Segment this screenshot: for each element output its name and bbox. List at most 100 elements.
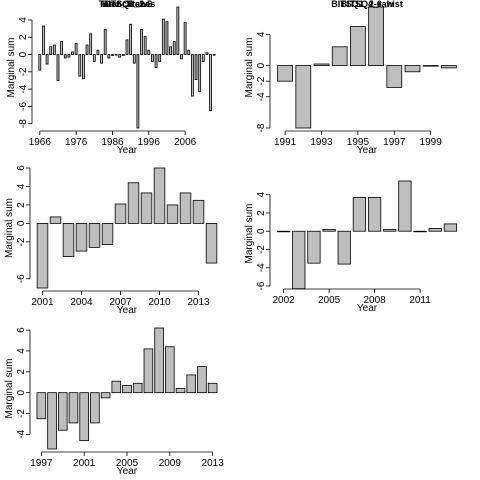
y-axis-label: Marginal sum — [244, 37, 255, 97]
x-axis-label: Year — [117, 145, 138, 156]
x-tick-label: 1996 — [138, 137, 161, 148]
y-tick-label: -8 — [18, 119, 29, 128]
panel-title: Den_Trawl — [104, 0, 149, 9]
x-tick-label: 2009 — [159, 458, 182, 469]
bar-1970 — [52, 44, 56, 55]
bar-2009 — [140, 192, 153, 224]
bar-2005 — [322, 228, 336, 232]
y-tick-label: 2 — [16, 202, 27, 208]
bar-1978 — [82, 54, 85, 80]
bar-1994 — [140, 29, 143, 55]
y-tick-label: 0 — [256, 62, 267, 68]
y-axis-label: Marginal sum — [4, 198, 15, 258]
bar-2014 — [205, 222, 218, 264]
x-tick-label: 2001 — [31, 297, 54, 308]
bar-2003 — [292, 230, 306, 290]
bar-1992 — [295, 65, 312, 129]
x-tick-label: 1999 — [420, 137, 443, 148]
bar-1987 — [114, 54, 118, 56]
bar-1997 — [386, 65, 403, 88]
bar-2004 — [307, 230, 321, 264]
y-tick-label: 2 — [18, 34, 29, 40]
y-tick-label: -2 — [16, 409, 27, 418]
bar-2007 — [187, 49, 191, 55]
bar-2011 — [201, 54, 205, 62]
y-tick-label: -2 — [16, 237, 27, 246]
x-tick-label: 1993 — [310, 137, 333, 148]
bar-2003 — [62, 222, 75, 258]
y-tick-label: -4 — [18, 84, 29, 93]
x-tick-label: 1997 — [30, 458, 53, 469]
x-tick-label: 1995 — [347, 137, 370, 148]
bar-2013 — [207, 382, 218, 394]
bar-2002 — [169, 46, 172, 55]
bar-1972 — [60, 41, 64, 55]
panel-title: BITSQ1_2-6_hist — [331, 0, 403, 9]
bar-1998 — [404, 65, 421, 73]
bar-2010 — [175, 388, 186, 394]
bar-2006 — [183, 22, 187, 55]
bar-1967 — [42, 25, 45, 55]
bar-1988 — [118, 54, 122, 58]
y-tick-label: 4 — [256, 31, 267, 37]
bar-2004 — [75, 222, 88, 252]
bar-2010 — [398, 180, 412, 232]
y-tick-label: -6 — [18, 102, 29, 111]
bar-2005 — [122, 384, 132, 394]
bar-1979 — [85, 44, 89, 55]
y-tick-label: -6 — [256, 281, 267, 290]
y-tick-label: 4 — [18, 17, 29, 23]
bar-1989 — [121, 54, 125, 56]
y-tick-label: 0 — [256, 228, 267, 234]
bar-2005 — [180, 54, 183, 60]
x-tick-label: 2006 — [174, 137, 197, 148]
bar-1998 — [47, 392, 57, 450]
x-axis-label: Year — [117, 466, 138, 477]
bar-1991 — [129, 23, 133, 55]
bar-1993 — [313, 63, 330, 66]
y-axis-label: Marginal sum — [6, 37, 17, 97]
bar-1999 — [422, 65, 439, 67]
bar-2003 — [172, 41, 176, 55]
bar-1971 — [56, 54, 60, 81]
bar-1986 — [111, 54, 114, 56]
y-tick-label: 6 — [16, 327, 27, 333]
bar-1991 — [277, 65, 293, 82]
bar-2013 — [192, 199, 205, 224]
y-tick-label: -6 — [16, 274, 27, 283]
bar-1969 — [49, 46, 53, 55]
y-tick-label: -4 — [256, 263, 267, 272]
bar-1999 — [158, 54, 162, 62]
bar-1990 — [125, 39, 129, 55]
bar-1977 — [78, 54, 82, 77]
x-tick-label: 1986 — [101, 137, 124, 148]
bar-1992 — [132, 54, 136, 64]
x-tick-label: 2005 — [116, 458, 139, 469]
bar-2000 — [161, 18, 165, 55]
bar-2012 — [197, 366, 207, 394]
bar-2003 — [100, 392, 111, 399]
bar-2008 — [154, 327, 164, 394]
panel-title: BITSQ4_raw — [340, 0, 394, 9]
panel-title: Total catches — [99, 0, 156, 9]
y-axis-label: Marginal sum — [4, 358, 15, 418]
bar-2009 — [194, 54, 198, 80]
panel-title: BITSQ1_2-6 — [102, 0, 153, 9]
y-tick-label: 6 — [16, 165, 27, 171]
bar-2001 — [36, 222, 49, 289]
bar-2007 — [143, 348, 154, 394]
bar-2009 — [383, 228, 397, 232]
y-tick-label: 4 — [16, 348, 27, 354]
y-tick-label: 4 — [256, 191, 267, 197]
x-tick-label: 2001 — [73, 458, 96, 469]
bar-1974 — [67, 54, 71, 58]
bar-2014 — [212, 54, 216, 56]
x-axis-label: Year — [357, 303, 378, 314]
bar-1999 — [57, 392, 68, 431]
bar-1966 — [38, 54, 42, 71]
y-axis-label: Marginal sum — [244, 203, 255, 263]
x-tick-label: 2008 — [363, 295, 386, 306]
bar-2013 — [209, 54, 212, 112]
bar-1980 — [89, 33, 93, 55]
bar-2011 — [186, 374, 197, 394]
